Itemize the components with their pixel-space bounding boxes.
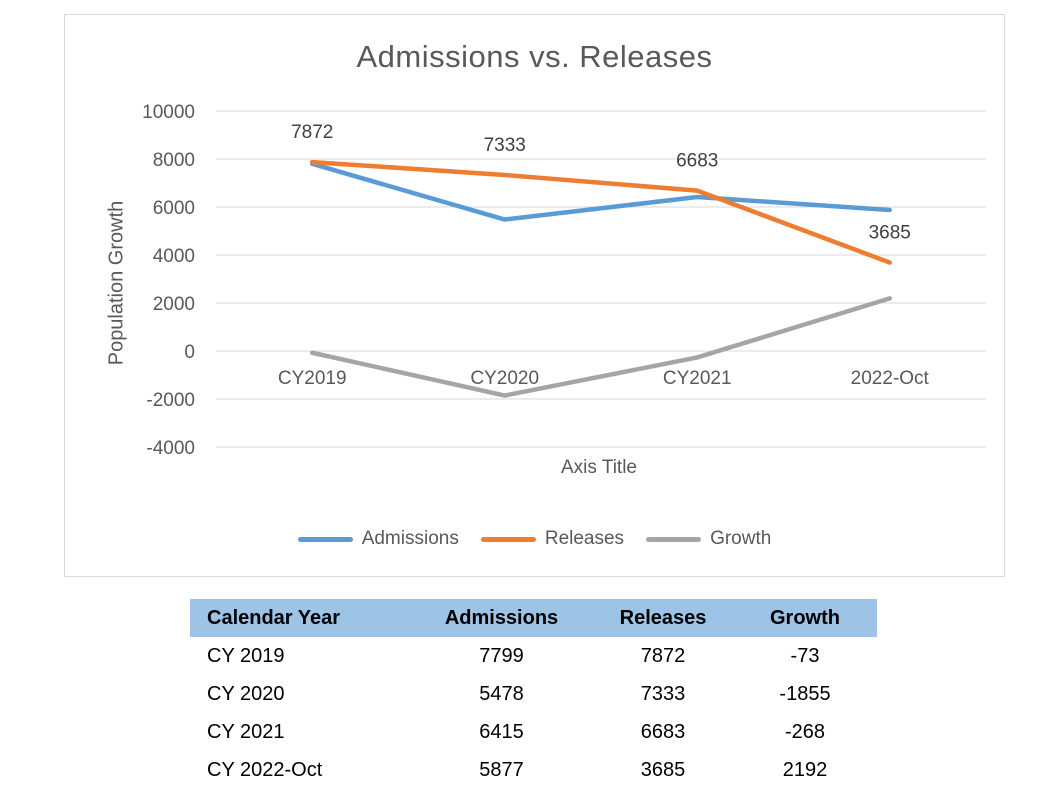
legend-label: Admissions [361, 528, 459, 549]
data-table: Calendar Year Admissions Releases Growth… [190, 599, 877, 789]
y-tick-label: 0 [184, 342, 195, 363]
table-header-cell: Calendar Year [207, 606, 341, 629]
data-label: 6683 [676, 151, 718, 172]
data-label: 3685 [869, 223, 911, 244]
legend-item-admissions: Admissions [297, 528, 459, 550]
table-cell: -73 [790, 644, 820, 667]
legend-item-growth: Growth [646, 528, 771, 550]
data-label: 7872 [291, 122, 333, 143]
y-axis-title: Population Growth [105, 200, 128, 366]
table-header-cell: Releases [619, 606, 707, 629]
table-cell: 2192 [782, 758, 828, 781]
table-header-row: Calendar Year Admissions Releases Growth [190, 599, 877, 637]
legend-line-swatch [646, 536, 702, 542]
y-tick-label: 4000 [153, 246, 195, 267]
table-header-cell: Admissions [444, 606, 559, 629]
y-tick-label: -2000 [146, 390, 195, 411]
table-cell: CY 2022-Oct [207, 758, 323, 781]
table-header-cell: Growth [770, 606, 840, 629]
legend-label: Releases [544, 528, 625, 549]
y-tick-label: 6000 [153, 198, 195, 219]
table-cell: -268 [784, 720, 826, 743]
table-cell: 5478 [479, 682, 524, 705]
table-row: CY 2022-Oct 5877 3685 2192 [190, 751, 877, 789]
chart: Admissions vs. Releases 10000 8000 6000 400… [64, 14, 1005, 577]
table-cell: 6415 [479, 720, 524, 743]
table-cell: 7872 [640, 644, 686, 667]
table-row: CY 2020 5478 7333 -1855 [190, 675, 877, 713]
table-cell: -1855 [779, 682, 831, 705]
y-tick-label: 8000 [153, 150, 195, 171]
legend-line-swatch [297, 536, 353, 542]
legend-label: Growth [710, 528, 772, 549]
y-tick-label: 2000 [153, 294, 195, 315]
table-cell: CY 2021 [207, 720, 285, 743]
legend-item-releases: Releases [480, 528, 625, 550]
legend-line-swatch [480, 536, 536, 542]
data-label: 7333 [484, 135, 526, 156]
table-cell: 3685 [640, 758, 686, 781]
x-tick-label: CY2019 [278, 368, 347, 389]
chart-title: Admissions vs. Releases [356, 39, 713, 74]
y-tick-label: 10000 [142, 102, 195, 123]
chart-plot-area: 10000 8000 6000 4000 2000 0 -2000 -4000 CY2019 CY… [142, 102, 986, 459]
table-cell: CY 2019 [207, 644, 285, 667]
table-cell: 7333 [640, 682, 686, 705]
x-tick-label: 2022-Oct [851, 368, 930, 389]
table-cell: 7799 [479, 644, 524, 667]
table-row: CY 2019 7799 7872 -73 [190, 637, 877, 675]
chart-legend: Admissions Releases Growth [65, 526, 1004, 552]
series-line-growth [310, 296, 892, 398]
y-tick-label: -4000 [146, 438, 195, 459]
table-row: CY 2021 6415 6683 -268 [190, 713, 877, 751]
series-line-releases [310, 159, 892, 265]
table-cell: 6683 [640, 720, 686, 743]
x-tick-label: CY2020 [470, 368, 539, 389]
table-cell: CY 2020 [207, 682, 285, 705]
series-line-admissions [310, 161, 892, 222]
x-axis-title: Axis Title [560, 457, 638, 478]
x-tick-label: CY2021 [663, 368, 732, 389]
table-cell: 5877 [479, 758, 524, 781]
